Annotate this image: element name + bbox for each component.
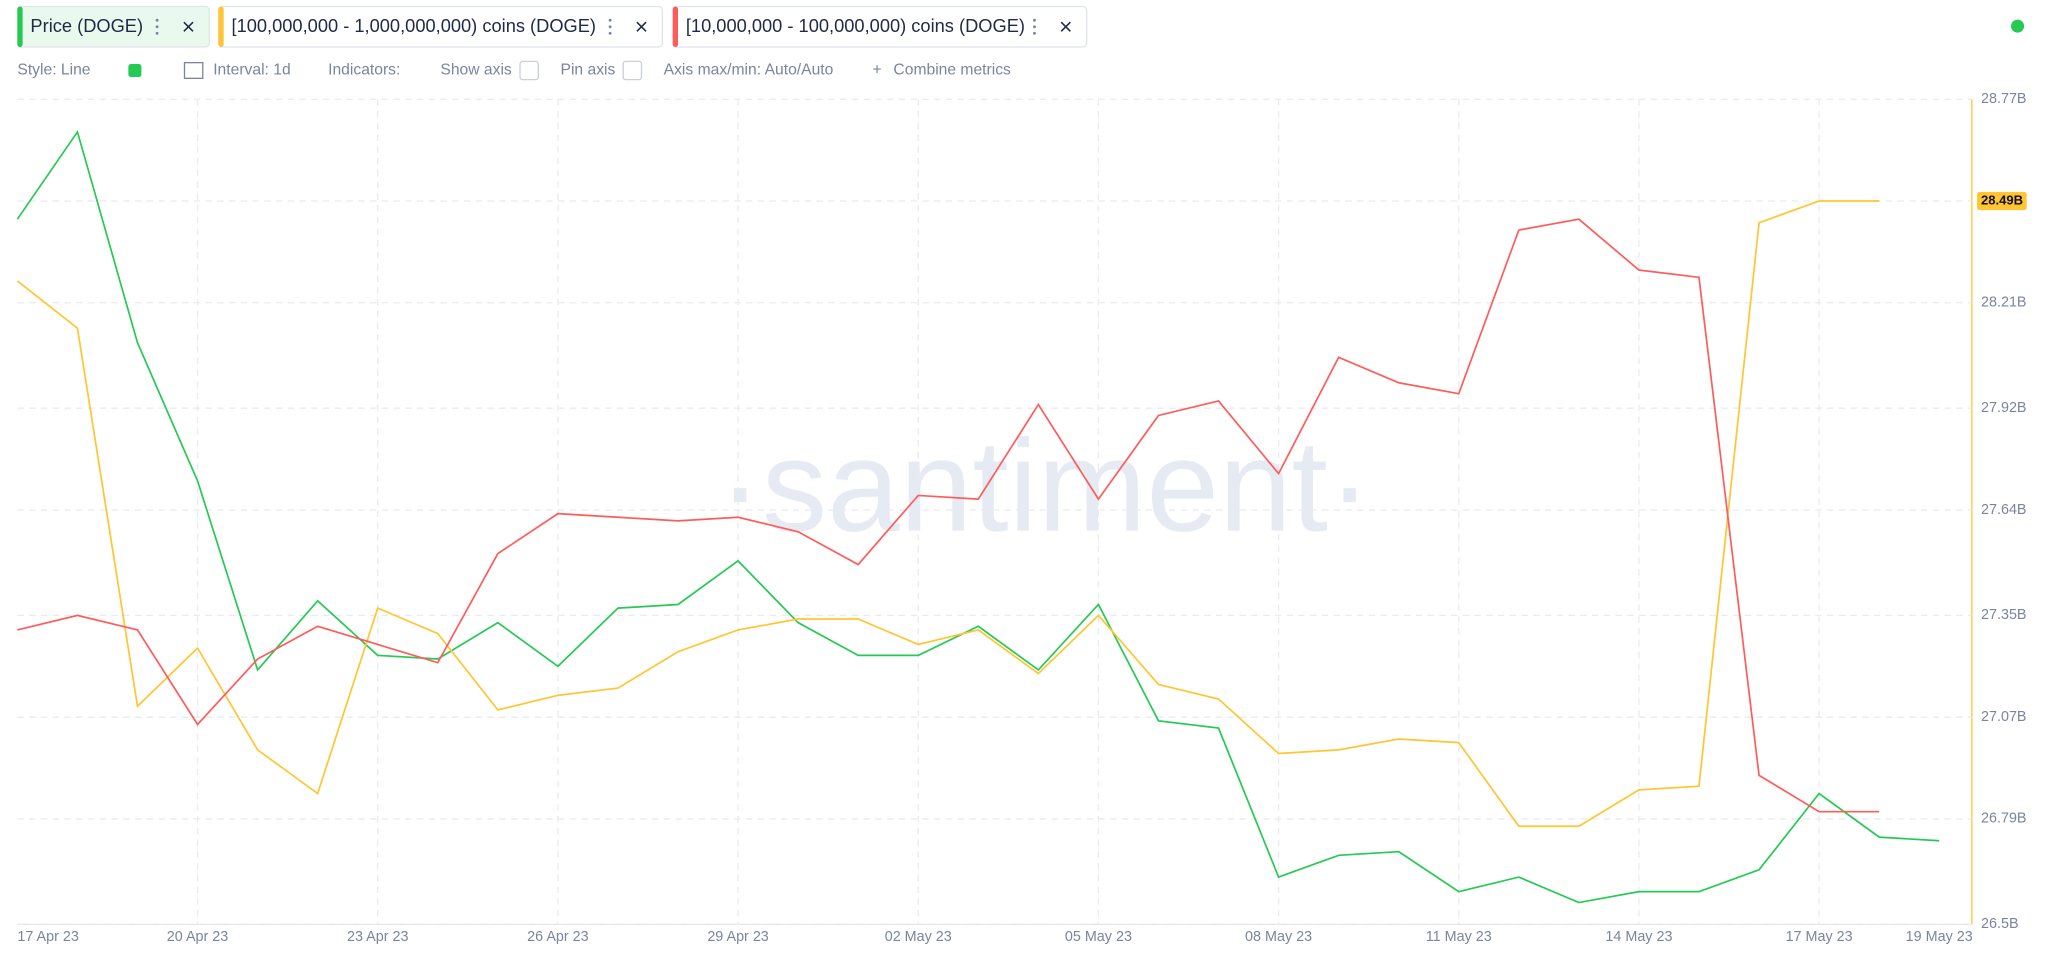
x-tick-label: 17 Apr 23 bbox=[17, 929, 78, 945]
interval-icon bbox=[183, 62, 204, 79]
chip-color bbox=[218, 6, 224, 48]
value-label: 28.49B bbox=[1981, 192, 2023, 207]
legend-label: [100,000,000 - 1,000,000,000) coins (DOG… bbox=[232, 15, 597, 36]
close-icon bbox=[1060, 21, 1071, 32]
menu-dot bbox=[608, 31, 612, 35]
pin-axis-label: Pin axis bbox=[561, 62, 616, 79]
series-line bbox=[16, 200, 1880, 828]
menu-dot bbox=[155, 25, 159, 29]
indicators-control[interactable]: Indicators: bbox=[328, 62, 400, 79]
legend-chip[interactable]: Price (DOGE) bbox=[16, 5, 210, 48]
axis-minmax-control[interactable]: Axis max/min: Auto/Auto bbox=[664, 62, 834, 79]
menu-dot bbox=[608, 25, 612, 29]
y-tick-label: 27.64B bbox=[1981, 502, 2027, 518]
y-tick-label: 28.77B bbox=[1981, 91, 2027, 107]
x-tick-label: 19 May 23 bbox=[1906, 929, 1973, 945]
legend-label: [10,000,000 - 100,000,000) coins (DOGE) bbox=[686, 15, 1025, 36]
x-tick-label: 11 May 23 bbox=[1426, 929, 1492, 945]
menu-dot bbox=[608, 18, 612, 22]
legend-chip[interactable]: [100,000,000 - 1,000,000,000) coins (DOG… bbox=[217, 5, 664, 48]
combine-control[interactable]: Combine metrics bbox=[893, 62, 1011, 79]
chip-color bbox=[672, 6, 679, 48]
y-tick-label: 26.79B bbox=[1981, 811, 2027, 827]
show-axis-label: Show axis bbox=[440, 62, 512, 79]
y-tick-label: 26.5B bbox=[1981, 916, 2019, 932]
y-tick-label: 27.07B bbox=[1981, 709, 2027, 725]
y-tick-label: 27.35B bbox=[1981, 607, 2027, 623]
x-tick-label: 20 Apr 23 bbox=[167, 929, 228, 945]
interval-control[interactable]: Interval: 1d bbox=[213, 62, 290, 79]
value-badge bbox=[1977, 191, 2027, 211]
watermark: ·santiment· bbox=[718, 413, 1371, 559]
menu-dot bbox=[155, 31, 159, 35]
legend-chip[interactable]: [10,000,000 - 100,000,000) coins (DOGE) bbox=[672, 5, 1088, 48]
pin-axis-checkbox[interactable] bbox=[622, 60, 643, 81]
x-tick-label: 17 May 23 bbox=[1786, 929, 1853, 945]
series-line bbox=[17, 218, 1880, 813]
combine-icon: + bbox=[873, 62, 882, 79]
series-line bbox=[16, 129, 1940, 904]
y-tick-label: 27.92B bbox=[1981, 400, 2027, 416]
x-tick-label: 05 May 23 bbox=[1065, 929, 1132, 945]
close-icon bbox=[636, 21, 647, 32]
status-dot bbox=[2011, 19, 2025, 33]
show-axis-checkbox[interactable] bbox=[519, 60, 539, 81]
menu-dot bbox=[155, 18, 159, 22]
chip-color bbox=[17, 6, 23, 48]
color-control[interactable] bbox=[128, 63, 142, 78]
legend-label: Price (DOGE) bbox=[30, 15, 143, 36]
x-tick-label: 02 May 23 bbox=[885, 929, 952, 945]
menu-dot bbox=[1033, 25, 1036, 29]
x-tick-label: 26 Apr 23 bbox=[527, 929, 588, 945]
x-tick-label: 23 Apr 23 bbox=[347, 929, 408, 945]
x-tick-label: 08 May 23 bbox=[1245, 929, 1312, 945]
y-tick-label: 28.21B bbox=[1981, 295, 2027, 311]
close-icon bbox=[183, 21, 194, 32]
x-tick-label: 29 Apr 23 bbox=[707, 929, 768, 945]
style-control[interactable]: Style: Line bbox=[17, 62, 90, 79]
x-tick-label: 14 May 23 bbox=[1605, 929, 1672, 945]
menu-dot bbox=[1033, 18, 1036, 22]
menu-dot bbox=[1033, 31, 1036, 35]
